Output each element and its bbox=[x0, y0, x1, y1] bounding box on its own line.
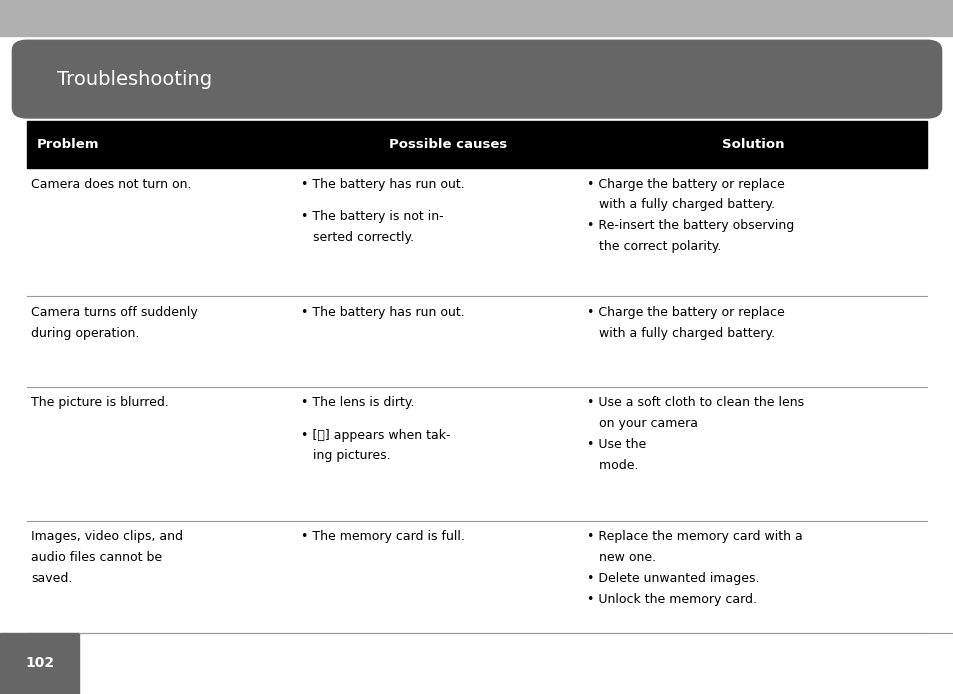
Text: • Unlock the memory card.: • Unlock the memory card. bbox=[586, 593, 756, 606]
Text: audio files cannot be: audio files cannot be bbox=[31, 551, 162, 564]
Text: • The battery has run out.: • The battery has run out. bbox=[300, 306, 464, 319]
Text: 102: 102 bbox=[25, 657, 54, 670]
Text: • The lens is dirty.: • The lens is dirty. bbox=[300, 396, 414, 409]
Text: Camera turns off suddenly: Camera turns off suddenly bbox=[31, 306, 198, 319]
Text: with a fully charged battery.: with a fully charged battery. bbox=[586, 327, 774, 340]
Text: Solution: Solution bbox=[721, 138, 784, 151]
FancyBboxPatch shape bbox=[12, 40, 941, 118]
Bar bbox=[27, 121, 926, 168]
Text: • Charge the battery or replace: • Charge the battery or replace bbox=[586, 306, 783, 319]
Text: the correct polarity.: the correct polarity. bbox=[586, 240, 720, 253]
Text: • The battery has run out.: • The battery has run out. bbox=[300, 178, 464, 191]
Bar bbox=[0, 0, 953, 36]
Text: during operation.: during operation. bbox=[31, 327, 140, 340]
Text: • Re-insert the battery observing: • Re-insert the battery observing bbox=[586, 219, 793, 232]
Text: • The battery is not in-: • The battery is not in- bbox=[300, 210, 443, 223]
Text: with a fully charged battery.: with a fully charged battery. bbox=[586, 198, 774, 212]
Text: Problem: Problem bbox=[36, 138, 99, 151]
Text: mode.: mode. bbox=[586, 459, 638, 472]
Text: • The memory card is full.: • The memory card is full. bbox=[300, 530, 464, 543]
Text: • Use the: • Use the bbox=[586, 438, 649, 451]
Text: The picture is blurred.: The picture is blurred. bbox=[31, 396, 170, 409]
Text: new one.: new one. bbox=[586, 551, 655, 564]
Text: serted correctly.: serted correctly. bbox=[300, 230, 414, 244]
Text: Camera does not turn on.: Camera does not turn on. bbox=[31, 178, 192, 191]
Text: on your camera: on your camera bbox=[586, 417, 697, 430]
Text: saved.: saved. bbox=[31, 572, 72, 585]
Text: Possible causes: Possible causes bbox=[389, 138, 507, 151]
Text: • Use a soft cloth to clean the lens: • Use a soft cloth to clean the lens bbox=[586, 396, 803, 409]
Text: • Delete unwanted images.: • Delete unwanted images. bbox=[586, 572, 759, 585]
Text: ing pictures.: ing pictures. bbox=[300, 450, 390, 462]
Text: • Replace the memory card with a: • Replace the memory card with a bbox=[586, 530, 801, 543]
Text: Images, video clips, and: Images, video clips, and bbox=[31, 530, 183, 543]
Text: Troubleshooting: Troubleshooting bbox=[57, 69, 213, 89]
Bar bbox=[0, 633, 79, 694]
Text: • Charge the battery or replace: • Charge the battery or replace bbox=[586, 178, 783, 191]
Text: • [Ⓢ] appears when tak-: • [Ⓢ] appears when tak- bbox=[300, 429, 450, 441]
